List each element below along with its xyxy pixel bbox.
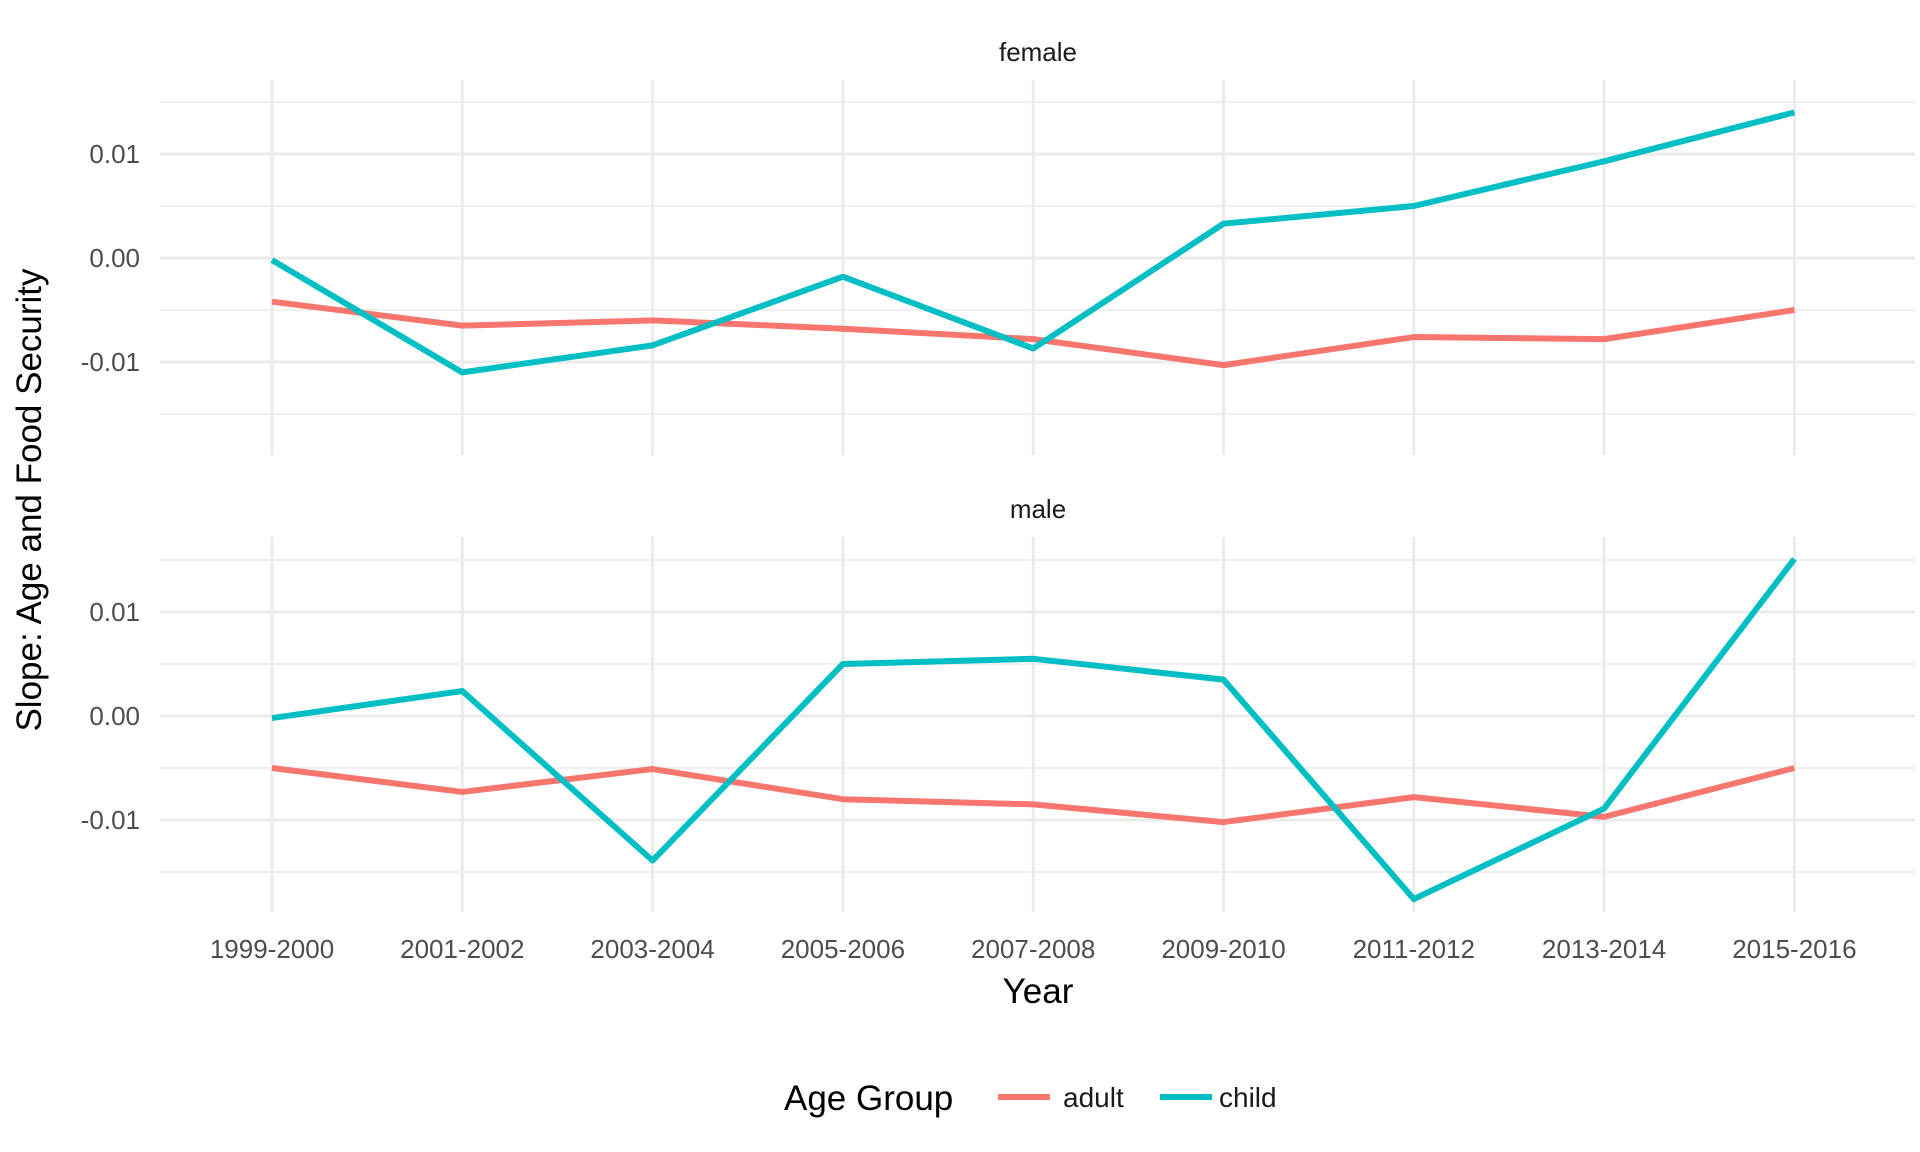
- x-tick-label: 1999-2000: [210, 934, 334, 964]
- x-tick-label: 2011-2012: [1353, 934, 1475, 964]
- x-tick-label: 2015-2016: [1732, 934, 1856, 964]
- facet-label: female: [999, 37, 1077, 67]
- y-tick-label: 0.00: [89, 701, 140, 731]
- panels-layer: female -0.01 0.00 0.01 male -0.01 0.00 0.01 1999…: [81, 37, 1915, 964]
- legend-title: Age Group: [784, 1079, 953, 1118]
- y-axis-title: Slope: Age and Food Security: [10, 268, 49, 732]
- x-tick-label: 2013-2014: [1542, 934, 1666, 964]
- panel-male: male -0.01 0.00 0.01: [81, 494, 1915, 912]
- x-axis-title: Year: [1003, 972, 1074, 1011]
- gridlines: [160, 80, 1915, 455]
- y-tick-label: 0.00: [89, 243, 140, 273]
- x-tick-label: 2005-2006: [781, 934, 905, 964]
- panel-female: female -0.01 0.00 0.01: [81, 37, 1915, 455]
- x-tick-label: 2007-2008: [971, 934, 1095, 964]
- x-axis-ticks: 1999-2000 2001-2002 2003-2004 2005-2006 2007…: [210, 934, 1857, 964]
- y-tick-label: -0.01: [81, 347, 140, 377]
- x-tick-label: 2009-2010: [1161, 934, 1285, 964]
- legend-entries: adult child: [998, 1082, 1277, 1113]
- y-tick-label: 0.01: [89, 597, 140, 627]
- y-tick-label: -0.01: [81, 805, 140, 835]
- y-tick-label: 0.01: [89, 139, 140, 169]
- x-tick-label: 2003-2004: [590, 934, 714, 964]
- legend-label-adult: adult: [1063, 1082, 1124, 1113]
- x-tick-label: 2001-2002: [400, 934, 524, 964]
- legend-label-child: child: [1219, 1082, 1277, 1113]
- facet-label: male: [1010, 494, 1066, 524]
- gridlines: [160, 537, 1915, 912]
- legend: Age Group adult child: [784, 1079, 1277, 1118]
